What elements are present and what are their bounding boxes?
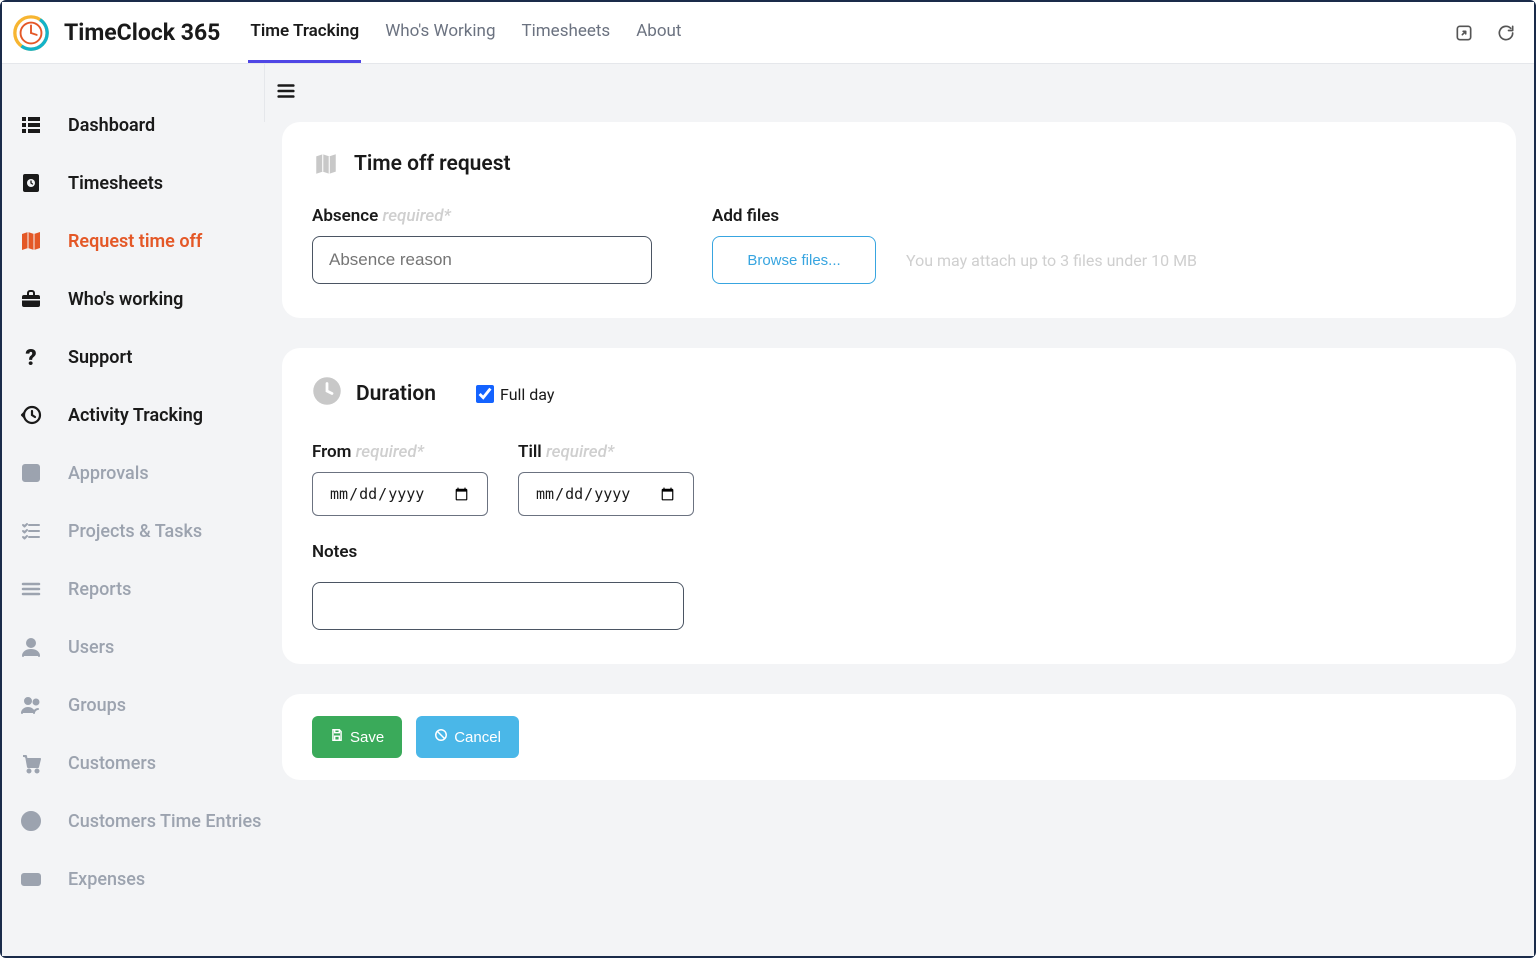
open-external-icon[interactable]: [1454, 23, 1474, 43]
sidebar-item-label: Customers: [68, 753, 156, 774]
dashboard-icon: [18, 112, 44, 138]
sidebar-item-expenses[interactable]: Expenses: [2, 850, 264, 908]
topnav-timesheets[interactable]: Timesheets: [520, 2, 613, 63]
menu-lines-icon: [18, 576, 44, 602]
sidebar-item-activity-tracking[interactable]: Activity Tracking: [2, 386, 264, 444]
time-off-card: Time off request Absence required* Add f…: [282, 122, 1516, 318]
till-label: Till required*: [518, 442, 694, 462]
sidebar-item-groups[interactable]: Groups: [2, 676, 264, 734]
card-title: Time off request: [312, 150, 1486, 178]
notes-label: Notes: [312, 542, 1486, 562]
absence-reason-input[interactable]: [312, 236, 652, 284]
topnav-about[interactable]: About: [634, 2, 683, 63]
browse-files-button[interactable]: Browse files...: [712, 236, 876, 284]
sidebar-item-label: Activity Tracking: [68, 405, 203, 426]
sidebar-item-request-time-off[interactable]: Request time off: [2, 212, 264, 270]
map-icon: [312, 150, 340, 178]
sidebar-item-label: Customers Time Entries: [68, 811, 261, 832]
full-day-checkbox[interactable]: Full day: [476, 385, 554, 404]
notes-input[interactable]: [312, 582, 684, 630]
check-square-icon: [18, 460, 44, 486]
till-field: Till required*: [518, 442, 694, 516]
sidebar-item-label: Dashboard: [68, 115, 155, 136]
absence-label: Absence required*: [312, 206, 652, 226]
duration-card: Duration Full day From required*: [282, 348, 1516, 664]
full-day-input[interactable]: [476, 385, 494, 403]
save-icon: [330, 728, 344, 746]
svg-text:?: ?: [25, 346, 36, 369]
save-button[interactable]: Save: [312, 716, 402, 758]
add-files-field: Add files Browse files... You may attach…: [712, 206, 1486, 284]
sidebar-item-customer-time-entries[interactable]: Customers Time Entries: [2, 792, 264, 850]
sidebar-item-label: Request time off: [68, 231, 202, 252]
card-title-text: Time off request: [354, 152, 511, 176]
notes-field: Notes: [312, 542, 1486, 630]
duration-title: Duration: [312, 376, 436, 412]
brand: TimeClock 365: [12, 14, 248, 52]
sidebar-item-reports[interactable]: Reports: [2, 560, 264, 618]
timesheets-icon: [18, 170, 44, 196]
refresh-icon[interactable]: [1496, 23, 1516, 43]
sidebar-item-label: Users: [68, 637, 114, 658]
top-nav: Time Tracking Who's Working Timesheets A…: [248, 2, 1454, 63]
sidebar-item-label: Expenses: [68, 869, 145, 890]
sidebar-item-users[interactable]: Users: [2, 618, 264, 676]
main-content: Time off request Absence required* Add f…: [264, 64, 1534, 956]
cart-icon: [18, 750, 44, 776]
sidebar-item-customers[interactable]: Customers: [2, 734, 264, 792]
sidebar: Dashboard Timesheets Request time off Wh…: [2, 64, 264, 956]
sidebar-item-label: Support: [68, 347, 132, 368]
from-field: From required*: [312, 442, 488, 516]
checklist-icon: [18, 518, 44, 544]
sidebar-item-label: Who's working: [68, 289, 183, 310]
actions-card: Save Cancel: [282, 694, 1516, 780]
sidebar-item-label: Projects & Tasks: [68, 521, 202, 542]
users-icon: [18, 692, 44, 718]
sidebar-item-label: Groups: [68, 695, 126, 716]
money-icon: [18, 866, 44, 892]
clock-icon: [18, 808, 44, 834]
topnav-whos-working[interactable]: Who's Working: [383, 2, 497, 63]
from-date-input[interactable]: [312, 472, 488, 516]
sidebar-item-support[interactable]: ? Support: [2, 328, 264, 386]
add-files-label: Add files: [712, 206, 1486, 226]
map-icon: [18, 228, 44, 254]
cancel-icon: [434, 728, 448, 746]
sidebar-item-label: Approvals: [68, 463, 149, 484]
question-icon: ?: [18, 344, 44, 370]
sidebar-item-timesheets[interactable]: Timesheets: [2, 154, 264, 212]
sidebar-item-dashboard[interactable]: Dashboard: [2, 96, 264, 154]
sidebar-item-whos-working[interactable]: Who's working: [2, 270, 264, 328]
sidebar-item-approvals[interactable]: Approvals: [2, 444, 264, 502]
app-header: TimeClock 365 Time Tracking Who's Workin…: [2, 2, 1534, 64]
clock-solid-icon: [312, 376, 342, 412]
brand-logo-icon: [12, 14, 50, 52]
till-date-input[interactable]: [518, 472, 694, 516]
sidebar-item-projects-tasks[interactable]: Projects & Tasks: [2, 502, 264, 560]
file-hint-text: You may attach up to 3 files under 10 MB: [906, 251, 1197, 270]
header-actions: [1454, 23, 1516, 43]
user-icon: [18, 634, 44, 660]
absence-field: Absence required*: [312, 206, 652, 284]
brand-name: TimeClock 365: [64, 19, 220, 46]
from-label: From required*: [312, 442, 488, 462]
cancel-button[interactable]: Cancel: [416, 716, 519, 758]
topnav-time-tracking[interactable]: Time Tracking: [248, 2, 361, 63]
history-icon: [18, 402, 44, 428]
briefcase-icon: [18, 286, 44, 312]
sidebar-item-label: Timesheets: [68, 173, 163, 194]
hamburger-icon[interactable]: [275, 80, 297, 106]
sidebar-item-label: Reports: [68, 579, 131, 600]
